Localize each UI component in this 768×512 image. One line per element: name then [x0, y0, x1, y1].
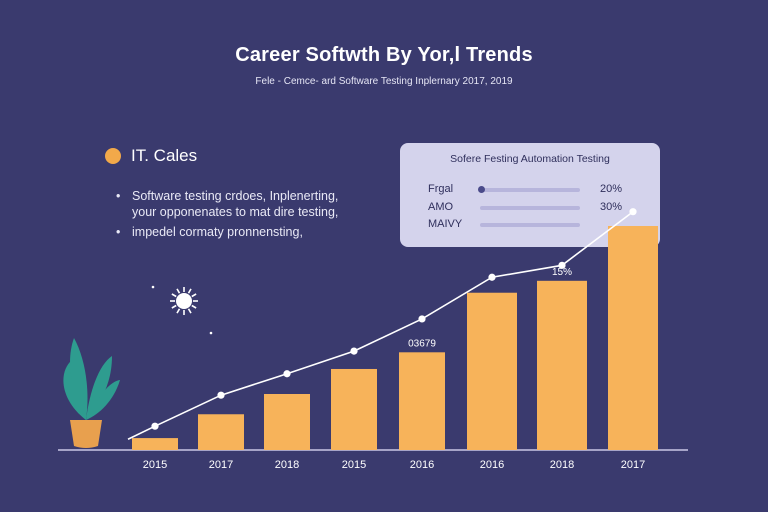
sun-core [176, 293, 192, 309]
legend-value: 30% [600, 201, 623, 213]
x-tick-label: 2015 [342, 459, 366, 471]
section-dot-icon [105, 148, 121, 164]
bullet-line: your opponenates to mat dire testing, [132, 205, 339, 219]
data-label: 03679 [408, 338, 436, 349]
bar [467, 292, 517, 450]
bar [132, 438, 178, 450]
legend-row: AMO 30% [428, 201, 638, 215]
trend-point [217, 391, 225, 399]
x-tick-label: 2015 [143, 459, 167, 471]
x-tick-label: 2016 [410, 459, 434, 471]
trend-point [350, 347, 358, 355]
legend-row: MAIVY [428, 218, 638, 232]
leaf [86, 356, 112, 420]
bar [331, 368, 377, 450]
trend-point [151, 422, 159, 430]
legend-value: 20% [600, 183, 623, 195]
sun-ray [176, 288, 181, 294]
x-tick-label: 2016 [480, 459, 504, 471]
x-tick-label: 2018 [550, 459, 574, 471]
chart-title: Career Softwth By Yor,l Trends [235, 44, 533, 66]
legend-name: MAIVY [428, 218, 463, 230]
sun-ray [171, 304, 177, 309]
x-tick-label: 2018 [275, 459, 299, 471]
trend-point [418, 315, 426, 323]
legend-track [480, 223, 580, 227]
bar-series [132, 226, 658, 450]
legend-knob-icon [478, 186, 485, 193]
trend-series [127, 208, 637, 440]
section-label: IT. Cales [131, 146, 198, 165]
bar [198, 414, 244, 450]
axis-labels: 2015 2017 2018 2015 2016 2016 2018 2017 03679 15% [143, 267, 645, 471]
trend-point [488, 273, 496, 281]
bullet-line: Software testing crdoes, Inplenerting, [132, 189, 339, 203]
trend-point [629, 208, 637, 216]
section-header: IT. Cales [105, 146, 197, 166]
bar [537, 280, 587, 450]
bullet-dot-icon: • [116, 189, 121, 203]
plant-pot [70, 420, 102, 448]
trend-point [283, 370, 291, 378]
bullet-item: • Software testing crdoes, Inplenerting, [116, 188, 338, 204]
leaf [86, 380, 120, 420]
x-tick-label: 2017 [621, 459, 645, 471]
chart-subtitle: Fele - Cemce- ard Software Testing Inple… [255, 76, 513, 87]
bar [264, 394, 310, 450]
sun-ray [171, 293, 177, 298]
legend-name: Frgal [428, 183, 454, 195]
plant-icon [63, 338, 120, 448]
legend-row: Frgal 20% [428, 183, 638, 197]
sun-ray [191, 304, 197, 309]
sun-ray [187, 288, 192, 294]
legend-track [480, 188, 580, 192]
star-dot [151, 285, 155, 289]
sun-ray [191, 293, 197, 298]
data-label: 15% [552, 267, 572, 278]
x-tick-label: 2017 [209, 459, 233, 471]
legend-title: Sofere Festing Automation Testing [450, 153, 610, 165]
trend-point [558, 261, 566, 269]
sun-ray [176, 308, 181, 314]
leaf [70, 338, 88, 420]
bullet-item: • impedel cormaty pronnensting, [116, 224, 338, 240]
legend-name: AMO [428, 201, 454, 213]
sun-icon [170, 287, 198, 315]
star-dot [209, 331, 213, 335]
bullet-dot-icon: • [116, 225, 121, 239]
bullet-list: • Software testing crdoes, Inplenerting,… [116, 188, 338, 240]
bullet-line: impedel cormaty pronnensting, [132, 225, 303, 239]
sun-ray [187, 308, 192, 314]
bar [608, 226, 658, 450]
legend-track [480, 206, 580, 210]
bar [399, 352, 445, 450]
